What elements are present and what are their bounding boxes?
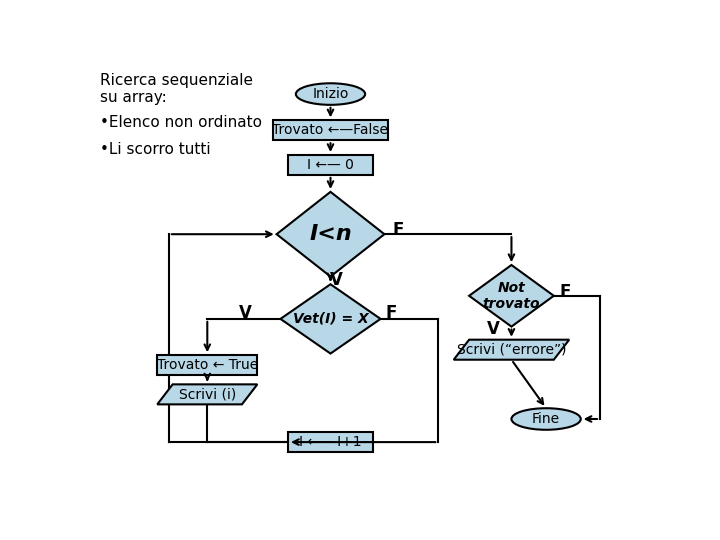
Text: Scrivi (i): Scrivi (i) — [179, 387, 236, 401]
Text: Scrivi (“errore”): Scrivi (“errore”) — [456, 343, 566, 357]
Text: Ricerca sequenziale
su array:: Ricerca sequenziale su array: — [99, 72, 253, 105]
Text: Vet(I) = X: Vet(I) = X — [292, 312, 369, 326]
Text: Trovato ←—False: Trovato ←—False — [272, 123, 389, 137]
Polygon shape — [469, 265, 554, 327]
Text: I ←— 0: I ←— 0 — [307, 158, 354, 172]
Bar — [157, 355, 257, 375]
Ellipse shape — [296, 83, 365, 105]
Ellipse shape — [511, 408, 581, 430]
Text: V: V — [487, 320, 500, 338]
Text: Trovato ← True: Trovato ← True — [157, 358, 258, 372]
Text: I ←— I+1: I ←— I+1 — [300, 435, 362, 449]
Text: Inizio: Inizio — [312, 87, 348, 101]
Text: F: F — [386, 303, 397, 322]
Polygon shape — [157, 384, 257, 404]
Polygon shape — [454, 340, 570, 360]
Text: •Li scorro tutti: •Li scorro tutti — [99, 142, 210, 157]
Text: •Elenco non ordinato: •Elenco non ordinato — [99, 115, 261, 130]
Text: V: V — [330, 272, 343, 289]
Text: F: F — [560, 283, 572, 301]
Text: F: F — [392, 221, 403, 239]
Bar — [288, 432, 373, 452]
Text: V: V — [239, 303, 252, 322]
Bar — [273, 120, 388, 140]
Text: Fine: Fine — [532, 412, 560, 426]
Polygon shape — [276, 192, 384, 276]
Text: I<n: I<n — [309, 224, 352, 244]
Text: Not
trovato: Not trovato — [482, 281, 540, 311]
Polygon shape — [281, 284, 381, 354]
Bar — [288, 155, 373, 175]
